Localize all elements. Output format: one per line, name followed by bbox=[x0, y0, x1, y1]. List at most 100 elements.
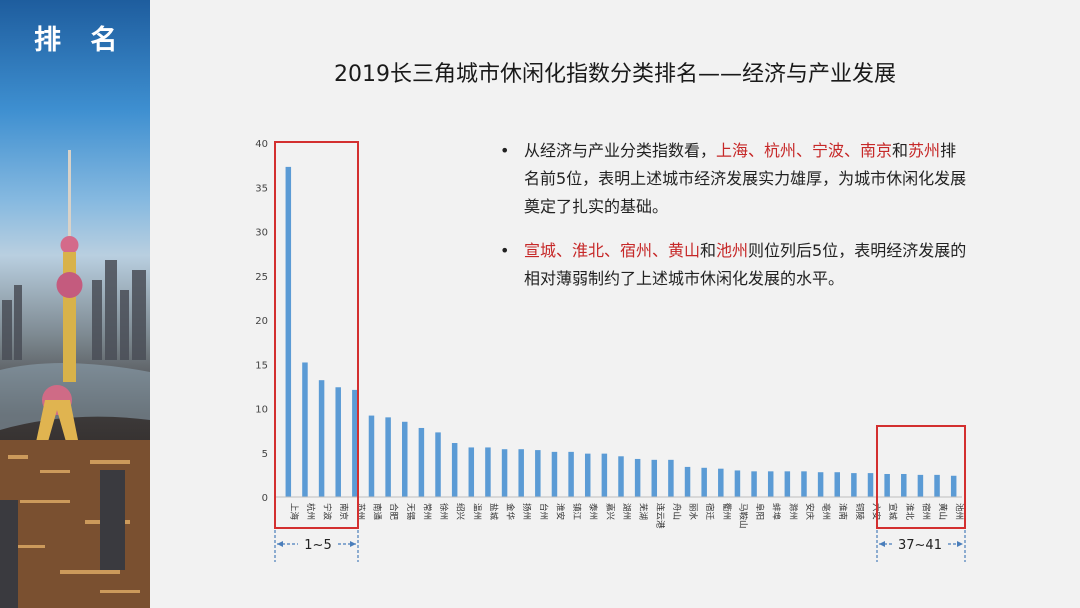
highlighted-city-text: 宣城、淮北、宿州、黄山 bbox=[524, 241, 701, 260]
bar bbox=[817, 472, 824, 497]
bottom5-range-indicator bbox=[876, 530, 966, 562]
y-tick-label: 25 bbox=[255, 272, 268, 283]
bar bbox=[801, 471, 807, 497]
insight-bullets: • 从经济与产业分类指数看，上海、杭州、宁波、南京和苏州排名前5位，表明上述城市经… bbox=[498, 137, 968, 309]
bar bbox=[584, 453, 591, 497]
bullet-dot: • bbox=[500, 141, 510, 160]
highlighted-city-text: 池州 bbox=[716, 241, 749, 260]
bar bbox=[335, 387, 341, 497]
bullet-text: 从经济与产业分类指数看， bbox=[524, 141, 717, 160]
y-tick-label: 5 bbox=[262, 449, 268, 460]
bar bbox=[734, 470, 741, 497]
bottom5-highlight-box bbox=[876, 425, 966, 529]
bar bbox=[917, 474, 924, 497]
bottom5-range-label: 37~41 bbox=[898, 538, 942, 553]
y-tick-label: 15 bbox=[255, 360, 268, 371]
bar bbox=[302, 362, 308, 497]
x-tick-label: 黄山 bbox=[937, 503, 948, 520]
bar bbox=[718, 468, 724, 497]
bar bbox=[851, 473, 857, 497]
bar bbox=[518, 449, 524, 497]
x-tick-label: 徐州 bbox=[438, 503, 449, 520]
highlighted-city-text: 上海、杭州、宁波、南京 bbox=[716, 141, 893, 160]
chart-title: 2019长三角城市休闲化指数分类排名——经济与产业发展 bbox=[334, 62, 896, 87]
x-tick-label: 滁州 bbox=[787, 503, 798, 520]
bar bbox=[950, 475, 957, 497]
bar bbox=[668, 459, 674, 497]
y-tick-label: 30 bbox=[255, 228, 268, 239]
x-tick-label: 合肥 bbox=[388, 503, 399, 521]
x-tick-label: 温州 bbox=[471, 503, 482, 520]
bar bbox=[468, 447, 475, 497]
x-tick-label: 绍兴 bbox=[455, 503, 466, 521]
y-tick-label: 0 bbox=[262, 493, 268, 504]
x-tick-label: 宣城 bbox=[887, 503, 898, 521]
bar bbox=[318, 380, 325, 497]
bar-series bbox=[285, 166, 957, 497]
x-tick-label: 马鞍山 bbox=[737, 503, 748, 529]
x-tick-label: 宿州 bbox=[920, 503, 931, 520]
x-tick-label: 舟山 bbox=[671, 503, 682, 520]
x-tick-label: 淮北 bbox=[904, 503, 915, 521]
x-tick-label: 杭州 bbox=[305, 503, 316, 520]
bar bbox=[784, 471, 791, 497]
sidebar-photo: 排 名 bbox=[0, 0, 150, 608]
x-tick-label: 台州 bbox=[538, 503, 549, 520]
bullet-text: 和 bbox=[892, 141, 909, 160]
bullet-dot: • bbox=[500, 241, 510, 260]
bar bbox=[402, 421, 408, 497]
top5-highlight-box bbox=[274, 141, 359, 529]
bar bbox=[684, 466, 691, 497]
bar bbox=[352, 389, 358, 497]
bullet-item: • 从经济与产业分类指数看，上海、杭州、宁波、南京和苏州排名前5位，表明上述城市经… bbox=[498, 137, 968, 221]
x-tick-label: 阜阳 bbox=[754, 503, 765, 520]
bar bbox=[435, 432, 441, 497]
x-tick-label: 金华 bbox=[505, 503, 516, 521]
x-tick-label: 上海 bbox=[288, 503, 299, 521]
y-axis: 0 5 10 15 20 25 30 35 40 bbox=[255, 139, 268, 504]
x-tick-label: 南通 bbox=[371, 503, 382, 521]
y-tick-label: 40 bbox=[255, 139, 268, 150]
bar bbox=[568, 451, 574, 497]
bar bbox=[751, 471, 757, 497]
x-tick-label: 铜陵 bbox=[854, 503, 865, 521]
x-tick-label: 南京 bbox=[338, 503, 349, 520]
x-tick-label: 湖州 bbox=[621, 503, 631, 520]
x-tick-label: 镇江 bbox=[571, 503, 582, 521]
bar bbox=[834, 472, 840, 497]
bar bbox=[651, 459, 658, 497]
x-tick-label: 常州 bbox=[421, 503, 432, 520]
bullet-text: 排名前5位，表明上述城市经济发展实力雄厚，为城市休闲化发展奠定了扎实的基础。 bbox=[524, 141, 967, 216]
top5-range-label: 1~5 bbox=[304, 538, 331, 553]
bar bbox=[485, 447, 491, 497]
x-tick-label: 丽水 bbox=[688, 503, 699, 521]
bullet-item: • 宣城、淮北、宿州、黄山和池州则位列后5位，表明经济发展的相对薄弱制约了上述城市… bbox=[498, 237, 968, 293]
x-tick-label: 连云港 bbox=[654, 503, 665, 529]
bar bbox=[867, 473, 874, 497]
bar bbox=[385, 417, 391, 497]
bar bbox=[501, 449, 508, 497]
x-tick-label: 蚌埠 bbox=[771, 503, 782, 521]
bar bbox=[418, 427, 425, 497]
x-tick-label: 宁波 bbox=[322, 503, 333, 521]
bar bbox=[285, 166, 292, 497]
bullet-text: 和 bbox=[700, 241, 717, 260]
x-tick-label: 无锡 bbox=[405, 503, 415, 521]
bar bbox=[934, 474, 940, 497]
bar bbox=[535, 450, 541, 497]
bar bbox=[884, 473, 890, 497]
x-tick-label: 安庆 bbox=[804, 503, 815, 521]
x-tick-label: 苏州 bbox=[355, 503, 366, 520]
city-skyline-image bbox=[0, 150, 150, 608]
bar bbox=[368, 415, 375, 497]
bar bbox=[551, 451, 558, 497]
bar bbox=[618, 456, 624, 497]
x-tick-label: 宿迁 bbox=[704, 503, 715, 521]
bullet-text: 则位列后5位，表明经济发展的相对薄弱制约了上述城市休闲化发展的水平。 bbox=[524, 241, 967, 288]
top5-range-indicator bbox=[274, 530, 359, 562]
x-tick-label: 淮安 bbox=[554, 503, 565, 520]
sidebar-title: 排 名 bbox=[34, 25, 128, 56]
y-tick-label: 10 bbox=[255, 405, 268, 416]
bar bbox=[601, 453, 608, 497]
